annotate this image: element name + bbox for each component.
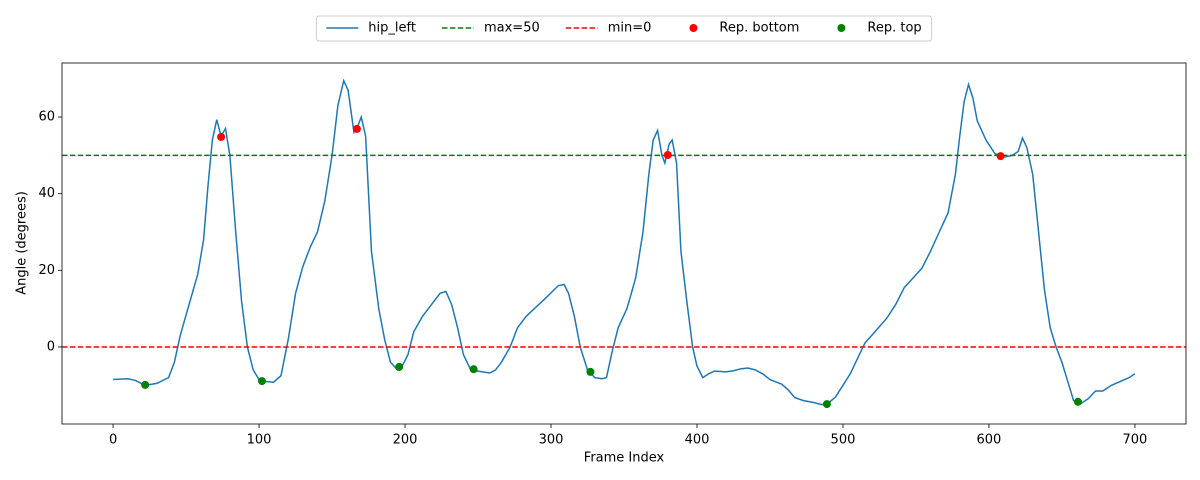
x-tick-label: 300: [539, 433, 564, 448]
x-tick-label: 200: [393, 433, 418, 448]
x-tick-label: 400: [685, 433, 710, 448]
legend-marker: [837, 24, 846, 32]
y-tick-label: 0: [47, 339, 55, 354]
legend-label: Rep. bottom: [719, 21, 799, 36]
scatter-point: [395, 362, 404, 371]
scatter-point: [663, 150, 672, 159]
legend-label: Rep. top: [867, 21, 921, 36]
x-tick-label: 500: [831, 433, 856, 448]
y-tick-label: 40: [38, 186, 55, 201]
legend-marker: [689, 24, 698, 32]
scatter-point: [141, 380, 150, 389]
scatter-point: [469, 365, 478, 374]
x-axis-label: Frame Index: [584, 451, 665, 466]
legend-box: [315, 15, 933, 42]
scatter-point: [1073, 397, 1082, 406]
x-tick-label: 0: [109, 433, 117, 448]
legend-label: min=0: [608, 21, 652, 36]
y-tick-label: 60: [38, 110, 55, 125]
x-tick-label: 700: [1122, 433, 1147, 448]
scatter-point: [586, 367, 595, 376]
y-axis-label: Angle (degrees): [15, 191, 30, 295]
scatter-point: [217, 132, 226, 141]
scatter-point: [257, 377, 266, 386]
legend-label: hip_left: [368, 21, 416, 36]
legend-label: max=50: [484, 21, 540, 36]
legend: hip_left max=50 min=0 Rep. bottom Rep. top: [315, 15, 933, 42]
scatter-point: [996, 152, 1005, 161]
scatter-point: [822, 400, 831, 409]
x-tick-label: 100: [247, 433, 272, 448]
data-line: [113, 78, 1136, 406]
plot-frame: [61, 62, 1187, 425]
x-tick-label: 600: [977, 433, 1002, 448]
y-tick-label: 20: [38, 263, 55, 278]
scatter-point: [352, 124, 361, 133]
